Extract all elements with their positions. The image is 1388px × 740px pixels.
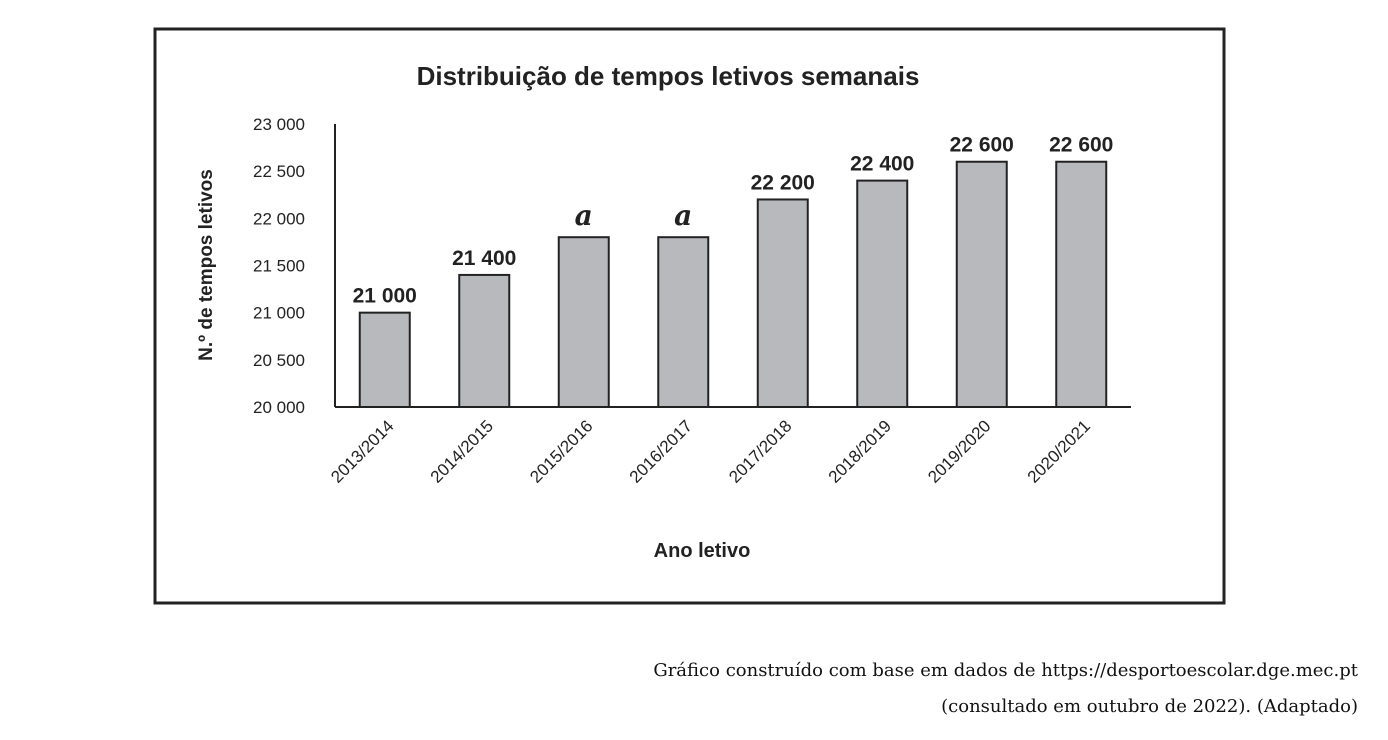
x-tick-label: 2015/2016	[526, 416, 596, 486]
bar	[856, 179, 909, 408]
data-label: 22 400	[850, 153, 914, 176]
bar	[756, 198, 809, 408]
bar	[557, 236, 610, 408]
y-tick-label: 20 000	[253, 398, 305, 417]
y-tick-label: 21 000	[253, 304, 305, 323]
x-tick-label: 2014/2015	[427, 416, 497, 486]
bar	[358, 311, 411, 408]
y-tick-label: 22 500	[253, 162, 305, 181]
y-tick-label: 20 500	[253, 351, 305, 370]
x-tick-label: 2017/2018	[725, 416, 795, 486]
x-tick-label: 2018/2019	[825, 416, 895, 486]
bar	[955, 160, 1008, 408]
chart-title: Distribuição de tempos letivos semanais	[417, 61, 920, 91]
y-axis-title: N.º de tempos letivos	[196, 169, 217, 361]
data-label: 22 600	[1049, 134, 1113, 157]
x-tick-label: 2020/2021	[1024, 416, 1094, 486]
data-label: 21 000	[353, 285, 417, 308]
y-tick-label: 23 000	[253, 115, 305, 134]
caption-line-2: (consultado em outubro de 2022). (Adapta…	[941, 696, 1358, 717]
data-label: a	[575, 199, 593, 232]
bar	[458, 273, 511, 408]
data-label: a	[674, 199, 692, 232]
caption-line-1: Gráfico construído com base em dados de …	[653, 660, 1358, 681]
data-label: 22 200	[751, 171, 815, 194]
x-tick-label: 2019/2020	[924, 416, 994, 486]
x-tick-label: 2016/2017	[626, 416, 696, 486]
bar	[1055, 160, 1108, 408]
chart-frame	[153, 27, 1226, 605]
bar	[657, 236, 710, 408]
y-tick-label: 21 500	[253, 257, 305, 276]
data-label: 22 600	[950, 134, 1014, 157]
x-tick-label: 2013/2014	[327, 416, 397, 486]
y-tick-label: 22 000	[253, 209, 305, 228]
x-axis-title: Ano letivo	[654, 540, 751, 562]
data-label: 21 400	[452, 247, 516, 270]
